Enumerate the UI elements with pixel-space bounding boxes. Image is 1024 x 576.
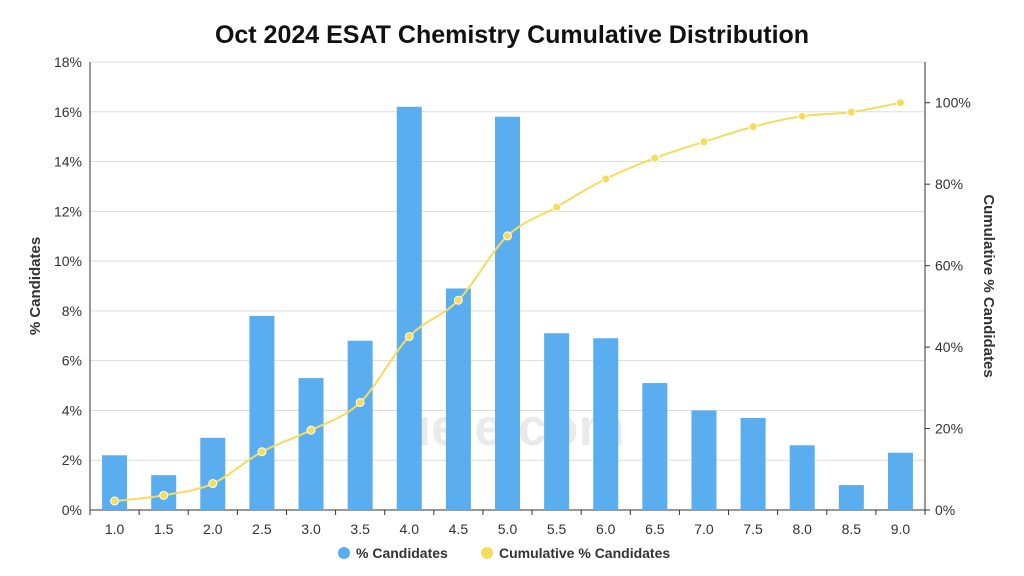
- cumulative-point-7.0[interactable]: [699, 137, 709, 147]
- x-tick-label: 7.5: [743, 521, 763, 537]
- cumulative-point-7.5[interactable]: [748, 122, 758, 132]
- y-tick-label: 16%: [54, 104, 82, 120]
- x-tick-label: 3.5: [350, 521, 370, 537]
- cumulative-point-2.5[interactable]: [257, 447, 267, 457]
- x-tick-label: 8.5: [842, 521, 862, 537]
- bar-5.0[interactable]: [495, 116, 520, 510]
- cumulative-point-8.5[interactable]: [846, 107, 856, 117]
- legend: % Candidates Cumulative % Candidates: [338, 545, 670, 561]
- cumulative-point-9.0[interactable]: [895, 98, 905, 108]
- y2-tick-label: 60%: [935, 258, 963, 274]
- cumulative-point-5.5[interactable]: [552, 202, 562, 212]
- cumulative-point-3.5[interactable]: [355, 397, 365, 407]
- y-axis-label: % Candidates: [27, 237, 44, 335]
- y-tick-label: 8%: [62, 303, 82, 319]
- legend-label-line[interactable]: Cumulative % Candidates: [499, 545, 670, 561]
- legend-marker-line: [481, 547, 493, 559]
- cumulative-point-8.0[interactable]: [797, 111, 807, 121]
- x-tick-label: 3.0: [301, 521, 321, 537]
- cumulative-point-1.5[interactable]: [159, 490, 169, 500]
- y2-tick-label: 40%: [935, 339, 963, 355]
- y2-axis-label: Cumulative % Candidates: [980, 194, 997, 377]
- legend-label-bars[interactable]: % Candidates: [356, 545, 448, 561]
- x-tick-label: 5.0: [498, 521, 518, 537]
- y2-tick-label: 0%: [935, 502, 955, 518]
- x-tick-label: 2.5: [252, 521, 272, 537]
- bar-2.5[interactable]: [249, 315, 275, 510]
- y-tick-label: 6%: [62, 353, 82, 369]
- y-tick-label: 12%: [54, 203, 82, 219]
- legend-marker-bars: [338, 547, 350, 559]
- y-tick-label: 10%: [54, 253, 82, 269]
- cumulative-line: [110, 98, 905, 506]
- x-tick-label: 4.5: [449, 521, 469, 537]
- x-tick-label: 4.0: [400, 521, 420, 537]
- cumulative-point-4.5[interactable]: [453, 295, 463, 305]
- bar-7.5[interactable]: [740, 417, 766, 510]
- y-tick-label: 18%: [54, 54, 82, 70]
- chart-title: Oct 2024 ESAT Chemistry Cumulative Distr…: [215, 21, 809, 49]
- cumulative-point-5.0[interactable]: [503, 231, 512, 241]
- bar-7.0[interactable]: [691, 410, 717, 510]
- x-tick-label: 6.5: [645, 521, 665, 537]
- y2-tick-label: 80%: [935, 176, 963, 192]
- y-tick-label: 0%: [62, 502, 82, 518]
- cumulative-point-6.0[interactable]: [601, 174, 611, 184]
- cumulative-point-4.0[interactable]: [404, 332, 414, 342]
- cumulative-point-3.0[interactable]: [306, 425, 316, 435]
- y2-tick-label: 20%: [935, 421, 963, 437]
- cumulative-point-2.0[interactable]: [208, 479, 218, 489]
- y-tick-label: 2%: [62, 452, 82, 468]
- cumulative-point-1.0[interactable]: [110, 496, 120, 506]
- bar-8.0[interactable]: [789, 445, 815, 510]
- x-tick-label: 7.0: [694, 521, 714, 537]
- x-tick-label: 5.5: [547, 521, 567, 537]
- bar-8.5[interactable]: [838, 485, 864, 510]
- x-tick-label: 6.0: [596, 521, 616, 537]
- x-tick-label: 2.0: [203, 521, 223, 537]
- y-tick-label: 14%: [54, 154, 82, 170]
- x-tick-label: 1.0: [105, 521, 125, 537]
- bar-4.0[interactable]: [396, 106, 422, 511]
- bar-2.0[interactable]: [200, 437, 226, 510]
- bar-4.5[interactable]: [445, 288, 471, 510]
- bar-6.5[interactable]: [642, 383, 668, 510]
- x-tick-label: 9.0: [891, 521, 911, 537]
- bar-5.5[interactable]: [544, 333, 570, 510]
- bar-9.0[interactable]: [887, 452, 913, 510]
- x-tick-label: 8.0: [792, 521, 812, 537]
- x-tick-label: 1.5: [154, 521, 174, 537]
- cumulative-point-6.5[interactable]: [650, 153, 660, 163]
- y2-tick-label: 100%: [935, 95, 971, 111]
- cumulative-line-path: [114, 101, 901, 503]
- bar-6.0[interactable]: [593, 338, 619, 510]
- bars: [102, 106, 913, 511]
- bar-3.5[interactable]: [347, 340, 373, 510]
- y-tick-label: 4%: [62, 402, 82, 418]
- bar-3.0[interactable]: [298, 378, 324, 510]
- axes: 0% 2% 4% 6% 8% 10% 12% 14% 16% 18% 0% 20% 40% 60% 80% 1…: [54, 54, 971, 537]
